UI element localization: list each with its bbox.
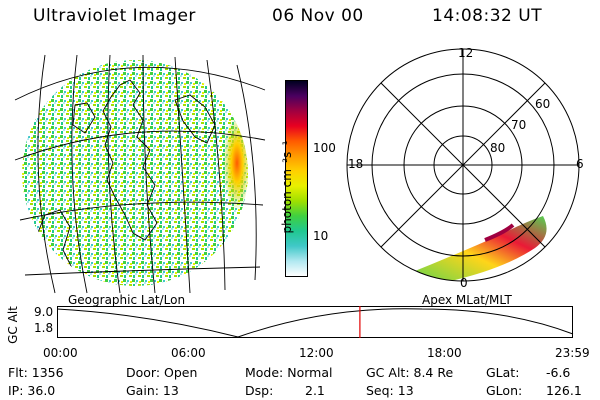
status-gc-alt: GC Alt: 8.4 Re — [366, 365, 454, 380]
colorbar-unit-label: photon cm⁻²s⁻¹ — [280, 140, 294, 234]
instrument-title: Ultraviolet Imager — [33, 6, 196, 26]
status-door: Door: Open — [126, 365, 198, 380]
mlat-label-70: 70 — [511, 118, 527, 132]
time-tick-1800: 18:00 — [427, 346, 462, 360]
time-tick-1200: 12:00 — [299, 346, 334, 360]
status-seq: Seq: 13 — [366, 383, 414, 398]
mlat-label-60: 60 — [535, 97, 551, 111]
status-ip: IP: 36.0 — [8, 383, 56, 398]
status-dsp-label: Dsp: — [245, 383, 274, 398]
status-glon-value: 126.1 — [546, 383, 582, 398]
colorbar-tick-100: 100 — [313, 141, 336, 155]
mlat-label-80: 80 — [490, 141, 506, 155]
observation-time: 14:08:32 UT — [432, 6, 543, 26]
status-mode: Mode: Normal — [245, 365, 333, 380]
status-flight: Flt: 1356 — [8, 365, 64, 380]
right-panel-caption: Apex MLat/MLT — [422, 293, 512, 307]
status-glat-value: -6.6 — [546, 365, 571, 380]
time-tick-2359: 23:59 — [555, 346, 590, 360]
mlt-label-6: 6 — [576, 157, 584, 171]
altitude-plot — [56, 306, 574, 338]
left-panel-caption: Geographic Lat/Lon — [68, 293, 186, 307]
status-glat-label: GLat: — [486, 365, 520, 380]
altitude-tick-low: 1.8 — [34, 321, 54, 335]
geographic-map — [14, 54, 266, 294]
colorbar-tick-10: 10 — [313, 229, 329, 243]
mlt-label-12: 12 — [458, 46, 474, 60]
status-gain: Gain: 13 — [126, 383, 179, 398]
status-dsp-value: 2.1 — [305, 383, 325, 398]
status-glon-label: GLon: — [486, 383, 523, 398]
mlt-label-0: 0 — [460, 276, 468, 290]
mlt-label-18: 18 — [348, 157, 364, 171]
altitude-tick-high: 9.0 — [34, 305, 54, 319]
time-tick-0000: 00:00 — [43, 346, 78, 360]
colorbar — [285, 80, 308, 277]
time-tick-0600: 06:00 — [171, 346, 206, 360]
observation-date: 06 Nov 00 — [272, 6, 364, 26]
altitude-axis-title: GC Alt — [5, 306, 20, 344]
polar-plot — [346, 48, 580, 282]
